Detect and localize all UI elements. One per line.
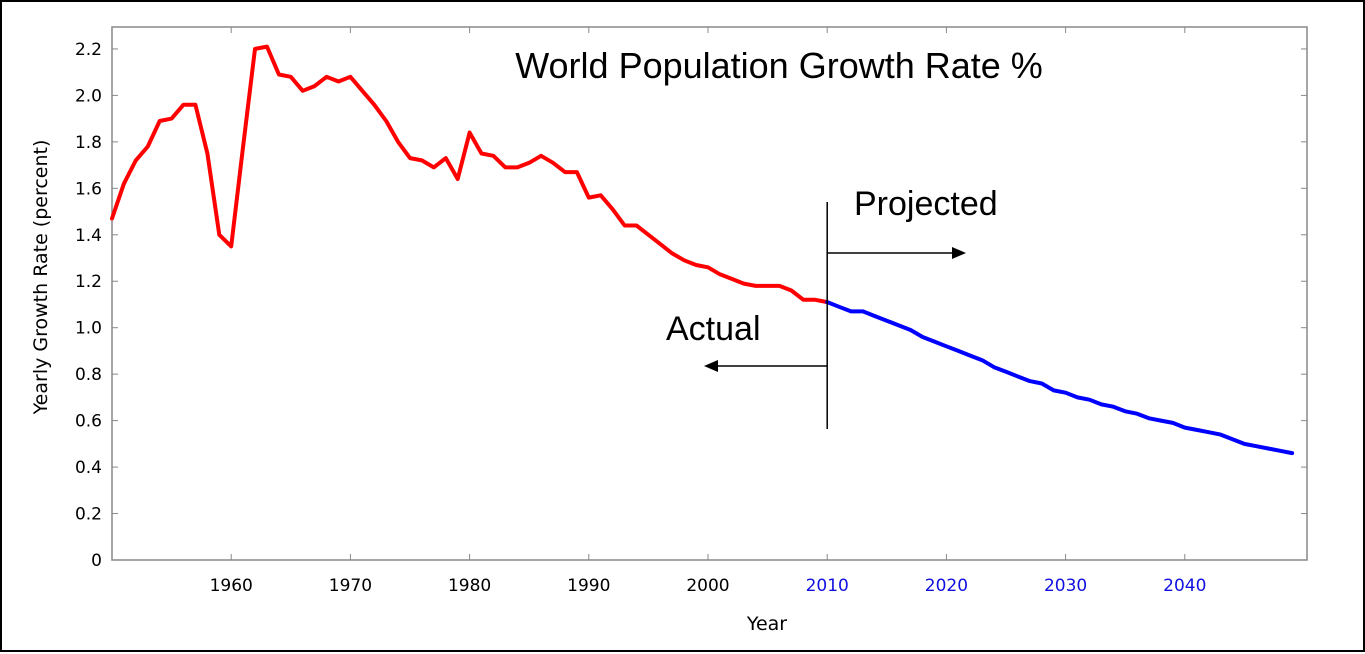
x-tick-label: 2010 [806, 576, 849, 596]
y-tick-label: 2.2 [75, 40, 102, 60]
y-tick-label: 0.4 [75, 458, 102, 478]
y-tick-label: 1.0 [75, 319, 102, 339]
x-tick-label: 2000 [686, 576, 729, 596]
x-tick-label: 1980 [448, 576, 491, 596]
projected-label: Projected [854, 185, 998, 223]
x-tick-label: 1970 [329, 576, 372, 596]
y-tick-label: 0.8 [75, 365, 102, 385]
x-tick-label: 2020 [925, 576, 968, 596]
x-tick-label: 1960 [210, 576, 253, 596]
y-tick-label: 1.8 [75, 133, 102, 153]
y-tick-label: 0.2 [75, 505, 102, 525]
y-axis-title: Yearly Growth Rate (percent) [30, 140, 52, 416]
y-tick-label: 2.0 [75, 86, 102, 106]
actual-label: Actual [666, 310, 761, 348]
chart-title: World Population Growth Rate % [515, 45, 1043, 86]
y-tick-label: 1.4 [75, 226, 102, 246]
plot-area [112, 27, 1307, 560]
y-tick-label: 0 [91, 551, 102, 571]
x-axis-title: Year [746, 613, 787, 635]
x-tick-label: 1990 [567, 576, 610, 596]
x-tick-label: 2040 [1163, 576, 1206, 596]
x-tick-label: 2030 [1044, 576, 1087, 596]
y-tick-label: 1.2 [75, 272, 102, 292]
y-tick-label: 0.6 [75, 412, 102, 432]
y-tick-label: 1.6 [75, 179, 102, 199]
